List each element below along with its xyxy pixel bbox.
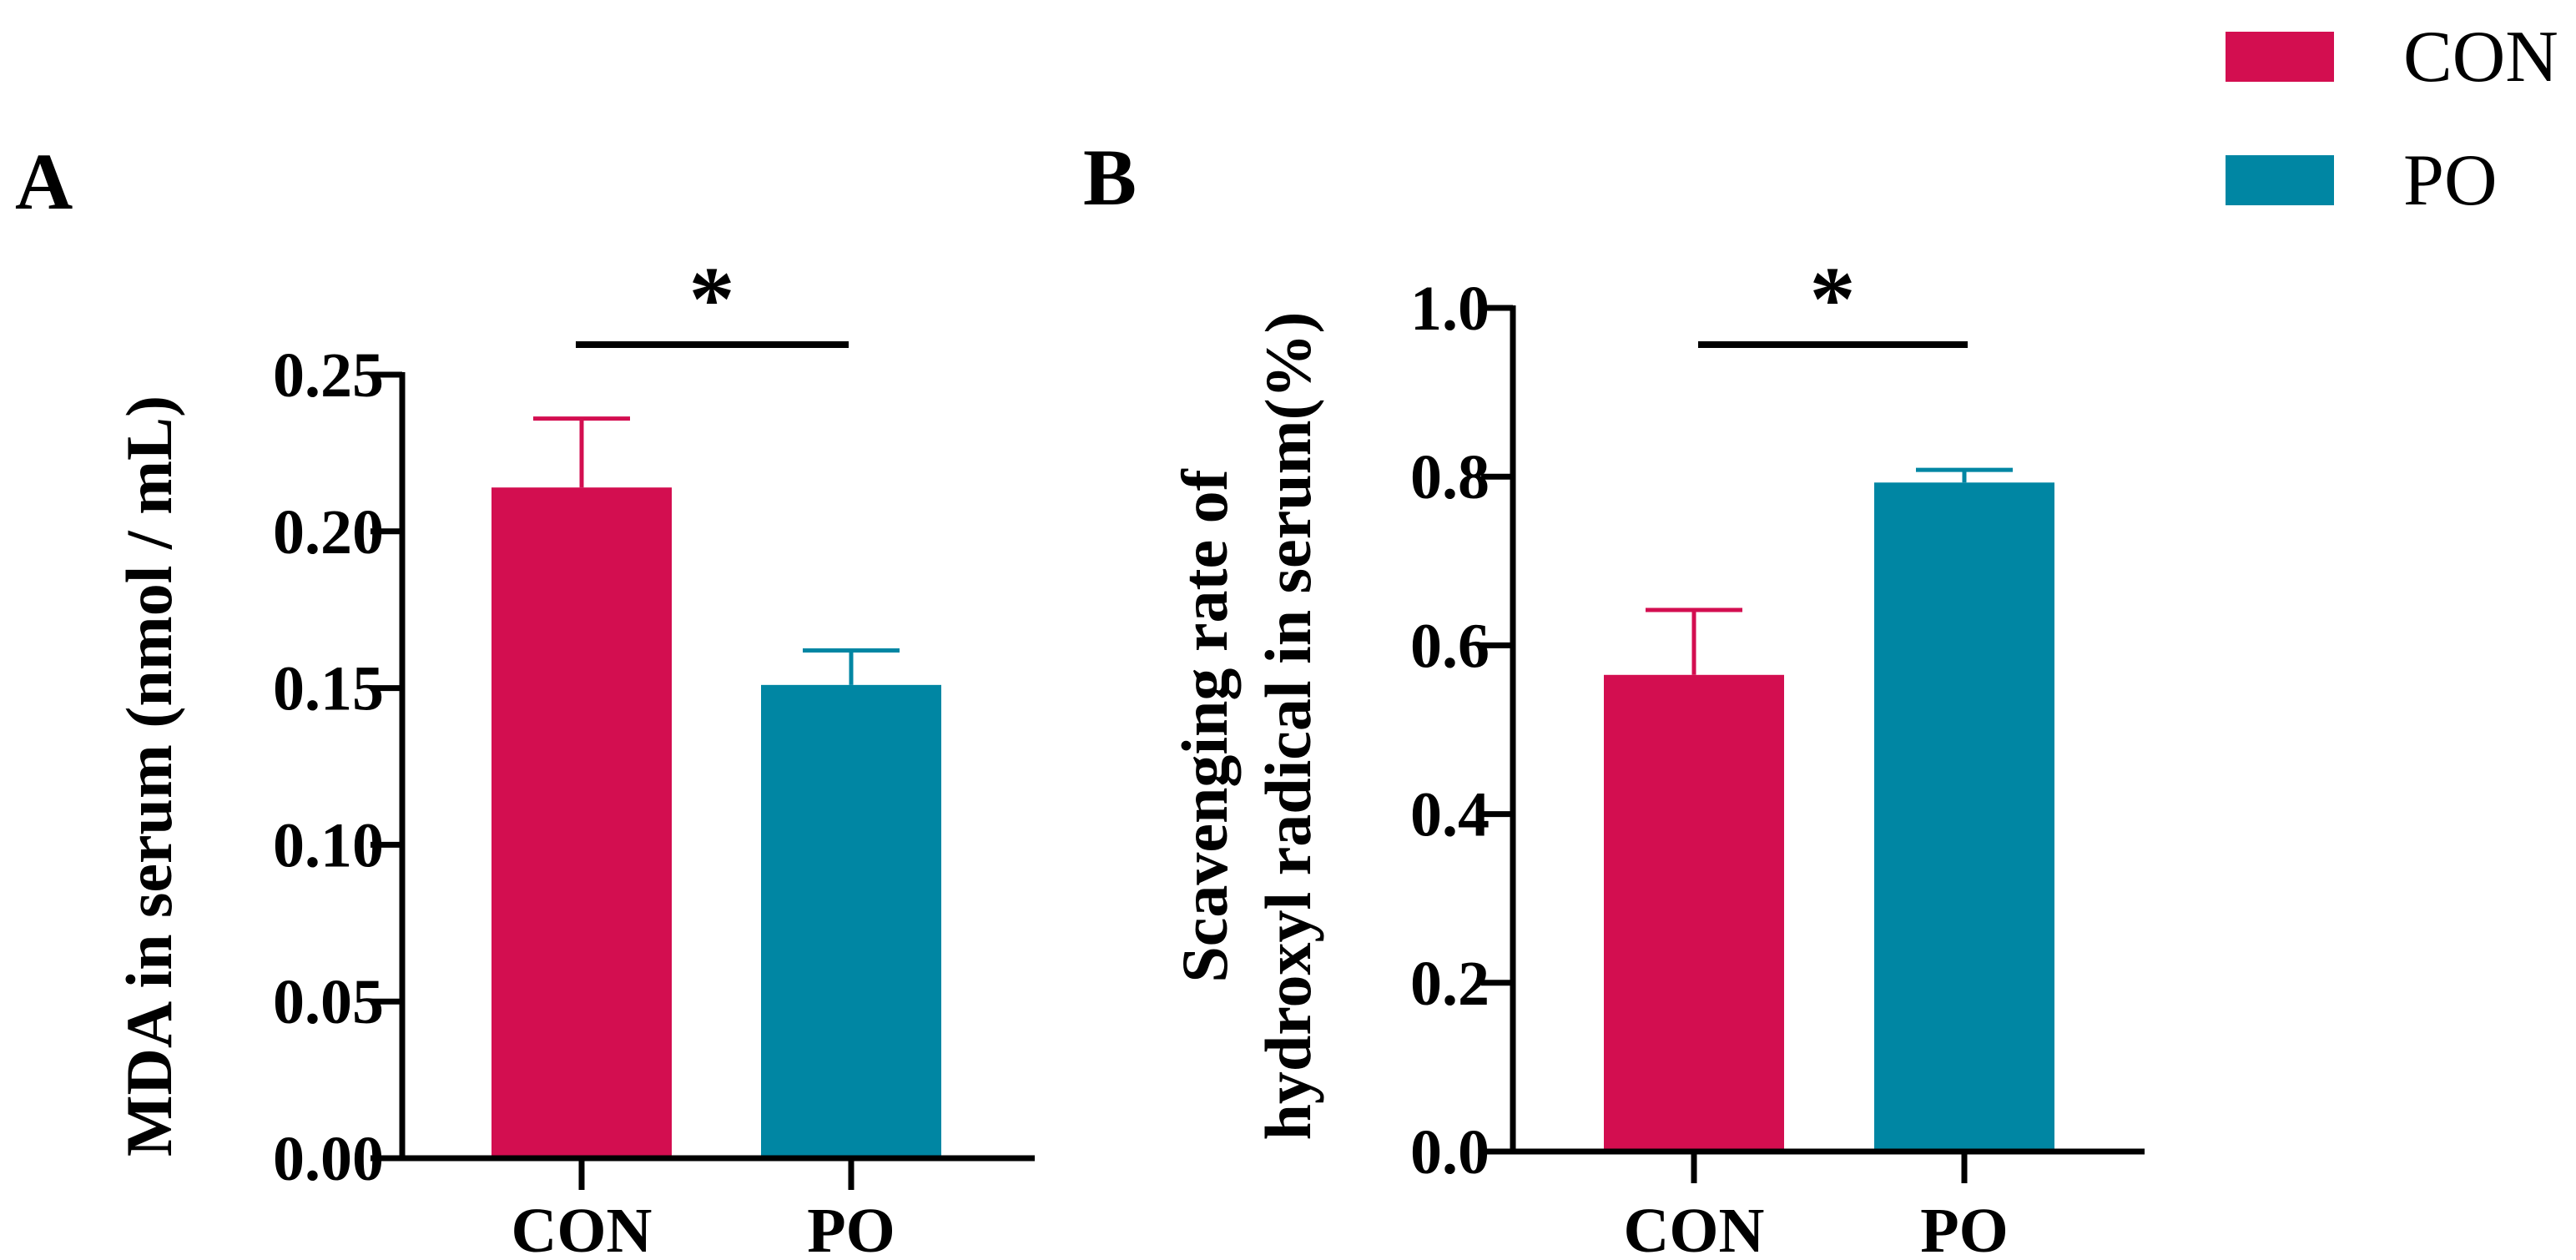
panel-a-y-tick-label: 0.25 <box>273 340 384 411</box>
panel-b-y-tick-label: 0.2 <box>1410 949 1490 1019</box>
panel-a-y-tick-label: 0.15 <box>273 654 384 724</box>
legend: CON PO <box>2226 17 2558 221</box>
panel-a-chart: A MDA in serum (nmol / mL) CON PO 0.00 0.05… <box>15 137 1035 1260</box>
panel-a-bar-po <box>761 684 941 1158</box>
panel-b-y-tick-label: 1.0 <box>1410 274 1490 344</box>
panel-a-x-tick-label-po: PO <box>807 1196 895 1260</box>
panel-b-y-tick-label: 0.0 <box>1410 1117 1490 1187</box>
panel-b-x-tick-label-po: PO <box>1920 1196 2009 1260</box>
panel-a-y-tick-label: 0.10 <box>273 810 384 880</box>
panel-b-y-axis-title-line1: Scavenging rate of <box>1168 468 1241 982</box>
panel-a-y-axis-title: MDA in serum (nmol / mL) <box>113 396 185 1157</box>
panel-b-y-axis-title-line2: hydroxyl radical in serum(%) <box>1252 311 1324 1140</box>
panel-b-x-tick-label-con: CON <box>1624 1196 1765 1260</box>
panel-b-significance-marker: * <box>1810 248 1856 350</box>
panel-b-y-tick-label: 0.6 <box>1410 611 1490 681</box>
legend-label-po: PO <box>2403 140 2498 221</box>
panel-a-x-tick-label-con: CON <box>512 1196 653 1260</box>
panel-b-bar-po <box>1874 482 2054 1152</box>
panel-a-y-tick-label: 0.00 <box>273 1124 384 1194</box>
panel-a-letter: A <box>15 137 73 226</box>
panel-b-y-tick-label: 0.4 <box>1410 780 1490 850</box>
legend-label-con: CON <box>2403 17 2558 98</box>
legend-swatch-po <box>2226 155 2334 205</box>
panel-b-chart: B Scavenging rate of hydroxyl radical in… <box>1083 133 2145 1260</box>
legend-swatch-con <box>2226 32 2334 82</box>
panel-a-y-tick-label: 0.05 <box>273 967 384 1037</box>
panel-a-y-tick-label: 0.20 <box>273 497 384 567</box>
panel-b-bar-con <box>1604 674 1784 1152</box>
panel-b-letter: B <box>1083 133 1137 222</box>
panel-a-significance-marker: * <box>689 248 735 350</box>
panel-a-bar-con <box>492 487 672 1158</box>
panel-b-y-tick-label: 0.8 <box>1410 442 1490 512</box>
